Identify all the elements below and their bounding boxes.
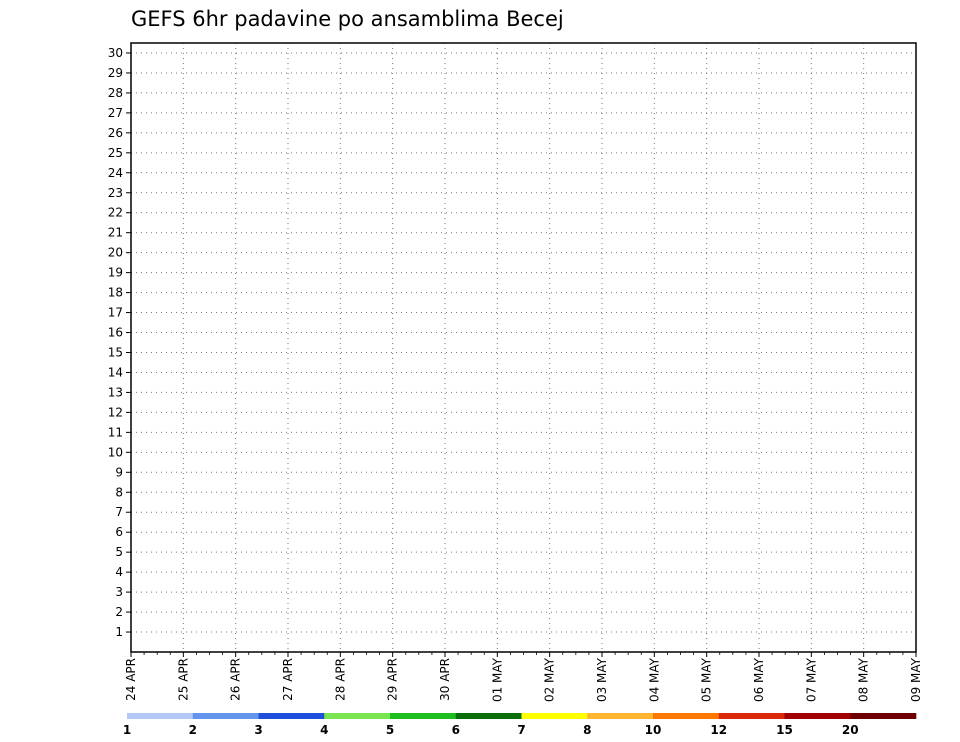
colorbar-tick-label: 12 <box>710 723 727 737</box>
colorbar-tick-label: 7 <box>517 723 525 737</box>
y-tick-label: 4 <box>115 565 123 579</box>
colorbar-swatch <box>587 713 654 719</box>
y-tick-label: 8 <box>115 485 123 499</box>
colorbar-swatch <box>192 713 259 719</box>
x-tick-label: 24 APR <box>124 658 138 701</box>
y-tick-label: 13 <box>108 385 123 399</box>
colorbar-swatch <box>258 713 325 719</box>
y-tick-label: 24 <box>108 166 123 180</box>
colorbar-tick-label: 2 <box>189 723 197 737</box>
colorbar-tick-label: 10 <box>645 723 662 737</box>
y-tick-label: 15 <box>108 345 123 359</box>
y-tick-label: 1 <box>115 625 123 639</box>
y-tick-label: 9 <box>115 465 123 479</box>
colorbar-tick-label: 8 <box>583 723 591 737</box>
x-tick-label: 28 APR <box>333 658 347 701</box>
y-tick-label: 10 <box>108 445 123 459</box>
x-tick-label: 30 APR <box>438 658 452 701</box>
colorbar-swatch <box>324 713 391 719</box>
y-tick-label: 11 <box>108 425 123 439</box>
x-tick-label: 05 MAY <box>700 657 714 702</box>
colorbar-tick-label: 3 <box>254 723 262 737</box>
y-tick-label: 29 <box>108 66 123 80</box>
y-tick-label: 18 <box>108 286 123 300</box>
y-tick-label: 26 <box>108 126 123 140</box>
y-tick-label: 22 <box>108 206 123 220</box>
colorbar-tick-label: 20 <box>842 723 859 737</box>
x-tick-label: 09 MAY <box>909 657 923 702</box>
y-tick-label: 6 <box>115 525 123 539</box>
colorbar-swatch <box>653 713 720 719</box>
y-tick-label: 21 <box>108 226 123 240</box>
y-tick-label: 3 <box>115 585 123 599</box>
colorbar-swatch <box>718 713 785 719</box>
y-tick-label: 7 <box>115 505 123 519</box>
colorbar-swatch <box>455 713 522 719</box>
colorbar-tick-label: 1 <box>123 723 131 737</box>
y-tick-label: 25 <box>108 146 123 160</box>
y-tick-label: 28 <box>108 86 123 100</box>
y-tick-label: 17 <box>108 306 123 320</box>
x-tick-label: 01 MAY <box>490 657 504 702</box>
x-tick-label: 25 APR <box>176 658 190 701</box>
x-axis: 24 APR 25 APR 26 APR 27 APR 28 APR 29 APR 30 A… <box>124 652 923 702</box>
x-tick-label: 06 MAY <box>752 657 766 702</box>
colorbar-swatch <box>784 713 851 719</box>
y-tick-label: 14 <box>108 365 123 379</box>
x-tick-label: 04 MAY <box>647 657 661 702</box>
colorbar-tick-label: 15 <box>776 723 793 737</box>
y-tick-label: 5 <box>115 545 123 559</box>
y-axis: 1234567891011121314151617181920212223242… <box>108 46 131 639</box>
x-tick-label: 08 MAY <box>857 657 871 702</box>
x-tick-label: 29 APR <box>386 658 400 701</box>
grid-lines <box>131 43 916 652</box>
y-tick-label: 20 <box>108 246 123 260</box>
y-tick-label: 16 <box>108 326 123 340</box>
colorbar-swatch <box>521 713 588 719</box>
y-tick-label: 12 <box>108 405 123 419</box>
y-tick-label: 27 <box>108 106 123 120</box>
colorbar-tick-label: 6 <box>452 723 460 737</box>
y-tick-label: 23 <box>108 186 123 200</box>
x-tick-label: 07 MAY <box>804 657 818 702</box>
chart-title: GEFS 6hr padavine po ansamblima Becej <box>131 7 564 31</box>
colorbar-swatch <box>850 713 917 719</box>
y-tick-label: 30 <box>108 46 123 60</box>
colorbar-tick-label: 4 <box>320 723 328 737</box>
colorbar-swatch <box>390 713 457 719</box>
plot-frame <box>130 42 917 653</box>
colorbar-tick-label: 5 <box>386 723 394 737</box>
y-tick-label: 19 <box>108 266 123 280</box>
x-tick-label: 03 MAY <box>595 657 609 702</box>
x-tick-label: 26 APR <box>229 658 243 701</box>
colorbar-swatch <box>127 713 194 719</box>
y-tick-label: 2 <box>115 605 123 619</box>
x-tick-label: 02 MAY <box>543 657 557 702</box>
x-tick-label: 27 APR <box>281 658 295 701</box>
colorbar-legend: 1 2 3 4 5 6 7 8 10 12 15 20 <box>123 713 917 737</box>
